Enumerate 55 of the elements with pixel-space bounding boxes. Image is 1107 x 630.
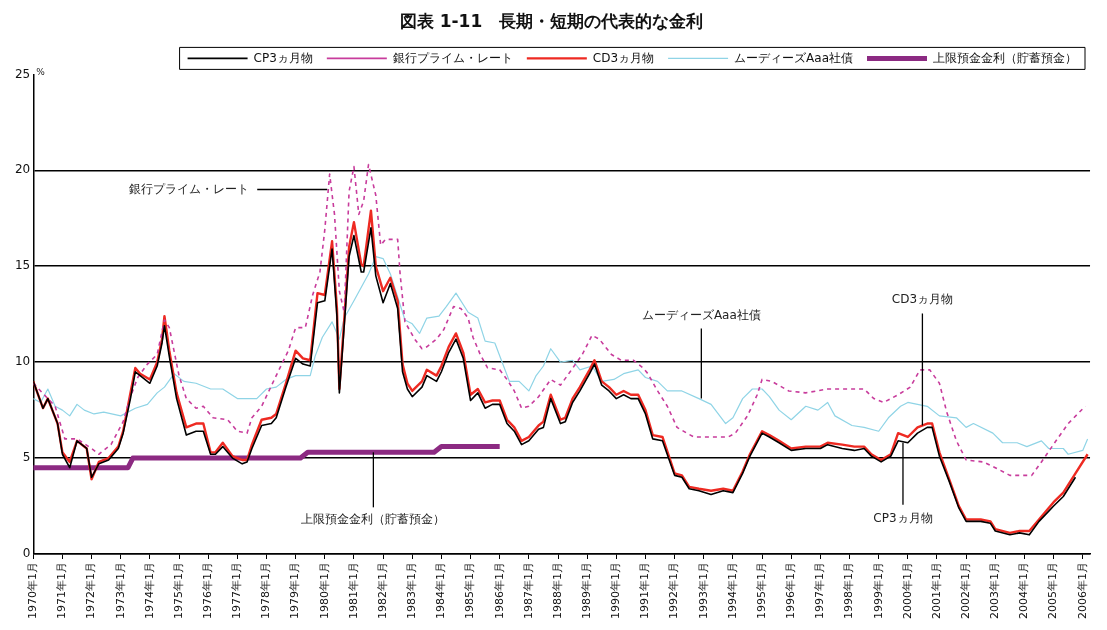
- legend-label: 上限預金金利（貯蓄預金）: [933, 50, 1077, 65]
- x-tick-label: 1983年1月: [405, 562, 419, 620]
- annotation: 銀行プライム・レート: [129, 181, 250, 196]
- y-tick-label: 5: [22, 450, 31, 465]
- y-tick-label: 15: [14, 258, 31, 273]
- x-tick-label: 1998年1月: [842, 562, 856, 620]
- x-tick-label: 1986年1月: [492, 562, 506, 620]
- x-tick-label: 2004年1月: [1017, 562, 1031, 620]
- x-tick-label: 1980年1月: [317, 562, 331, 620]
- x-tick-label: 1990年1月: [609, 562, 623, 620]
- y-tick-label: 25: [14, 66, 31, 81]
- legend-label: ムーディーズAaa社債: [734, 50, 854, 65]
- x-tick-label: 1982年1月: [375, 562, 389, 620]
- x-tick-label: 1977年1月: [230, 562, 244, 620]
- annotation: CP3ヵ月物: [873, 510, 933, 525]
- y-tick-label: 20: [14, 162, 31, 177]
- chart-title: 図表 1-11 長期・短期の代表的な金利: [399, 10, 704, 31]
- x-tick-label: 1997年1月: [813, 562, 827, 620]
- x-tick-label: 2006年1月: [1075, 562, 1089, 620]
- y-axis-title: %: [36, 66, 46, 77]
- x-tick-label: 2005年1月: [1046, 562, 1060, 620]
- x-tick-label: 1975年1月: [171, 562, 185, 620]
- x-tick-label: 1987年1月: [521, 562, 535, 620]
- x-tick-label: 2003年1月: [988, 562, 1002, 620]
- x-tick-label: 1992年1月: [667, 562, 681, 620]
- x-tick-label: 1973年1月: [113, 562, 127, 620]
- x-tick-label: 1971年1月: [55, 562, 69, 620]
- x-tick-label: 1976年1月: [201, 562, 215, 620]
- annotation: CD3ヵ月物: [891, 291, 954, 306]
- y-tick-label: 0: [22, 546, 31, 561]
- x-tick-label: 1985年1月: [463, 562, 477, 620]
- x-tick-label: 1994年1月: [725, 562, 739, 620]
- x-tick-label: 2002年1月: [959, 562, 972, 620]
- annotation: ムーディーズAaa社債: [641, 307, 761, 322]
- legend-label: 銀行プライム・レート: [392, 50, 513, 65]
- legend-label: CD3ヵ月物: [592, 50, 655, 65]
- x-tick-label: 1974年1月: [142, 562, 156, 620]
- x-tick-label: 1970年1月: [26, 562, 40, 620]
- x-tick-label: 1995年1月: [754, 562, 768, 620]
- x-tick-label: 1991年1月: [638, 562, 652, 620]
- x-tick-label: 2000年1月: [900, 562, 914, 620]
- legend-label: CP3ヵ月物: [253, 50, 313, 65]
- x-tick-label: 1978年1月: [259, 562, 273, 620]
- y-tick-label: 10: [14, 354, 31, 369]
- x-tick-label: 2001年1月: [929, 562, 943, 620]
- x-tick-label: 1993年1月: [696, 562, 710, 620]
- x-tick-label: 1972年1月: [84, 562, 98, 620]
- x-tick-label: 1988年1月: [550, 562, 564, 620]
- x-tick-label: 1996年1月: [784, 562, 798, 620]
- x-tick-label: 1979年1月: [288, 562, 302, 620]
- x-tick-label: 1981年1月: [346, 562, 360, 620]
- x-tick-label: 1989年1月: [580, 562, 594, 620]
- x-tick-label: 1999年1月: [871, 562, 885, 620]
- annotation: 上限預金金利（貯蓄預金）: [301, 512, 446, 527]
- x-tick-label: 1984年1月: [434, 562, 448, 620]
